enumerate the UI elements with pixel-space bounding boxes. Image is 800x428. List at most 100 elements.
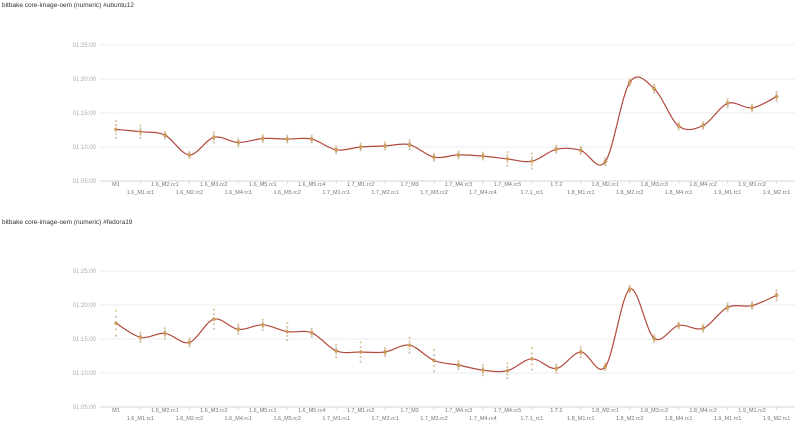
x-axis-tick-label: 1.6_M4.rc1 — [225, 416, 253, 422]
sample-dot — [310, 134, 313, 137]
x-axis-tick-label: 1.9_M1.rc1 — [714, 190, 742, 196]
data-point-marker[interactable] — [260, 136, 266, 141]
x-axis-tick-label: 1.6_M3.rc2 — [200, 182, 228, 188]
sample-dot — [481, 151, 485, 154]
sample-dot — [432, 354, 436, 357]
sample-dot — [726, 106, 729, 109]
data-point-marker[interactable] — [236, 140, 241, 145]
data-point-marker[interactable] — [284, 329, 290, 334]
sample-dot — [481, 158, 485, 161]
data-point-marker[interactable] — [554, 146, 559, 152]
data-point-marker[interactable] — [749, 303, 755, 308]
data-point-marker[interactable] — [309, 330, 314, 336]
data-point-marker[interactable] — [162, 132, 168, 138]
data-point-marker[interactable] — [382, 349, 388, 355]
data-point-marker[interactable] — [774, 94, 779, 99]
x-axis-tick-label: 1.7_M3 — [400, 182, 418, 188]
data-point-marker[interactable] — [431, 154, 437, 160]
sample-dot — [261, 326, 264, 329]
data-point-marker[interactable] — [187, 340, 192, 345]
sample-dot — [359, 142, 362, 145]
data-point-marker[interactable] — [529, 158, 535, 164]
x-axis-tick-label: 1.9_M2.rc1 — [763, 416, 791, 422]
x-axis-tick-label: 1.6_M5.rc2 — [273, 190, 301, 196]
sample-dot — [286, 322, 289, 325]
chart-canvas-ubuntu12[interactable]: 01:25:00 01:20:00 01:15:00 01:10:00 01:05:00… — [0, 30, 800, 210]
y-axis-tick-label: 01:10:00 — [73, 371, 97, 377]
data-point-marker[interactable] — [700, 325, 706, 331]
sample-dot — [604, 157, 607, 160]
data-point-marker[interactable] — [333, 147, 339, 153]
data-point-marker[interactable] — [627, 80, 633, 85]
data-point-marker[interactable] — [725, 101, 730, 106]
sample-dot — [237, 332, 240, 335]
data-point-marker[interactable] — [602, 364, 608, 370]
x-axis-tick-label: 1.8_M2.rc2 — [616, 190, 644, 196]
data-point-marker[interactable] — [260, 322, 266, 328]
y-axis-tick-label: 01:10:00 — [73, 145, 97, 151]
sample-dot — [237, 137, 240, 141]
data-point-marker[interactable] — [505, 156, 510, 162]
data-point-marker[interactable] — [358, 349, 363, 355]
data-point-marker[interactable] — [162, 331, 168, 336]
x-axis-tick-label: 1.6_M5.rc1 — [249, 408, 277, 414]
sample-dot — [359, 360, 362, 363]
sample-dot — [310, 327, 313, 330]
data-point-marker[interactable] — [554, 366, 559, 371]
sample-dot — [432, 348, 436, 351]
x-axis-tick-label: 1.7_M4.rc3 — [445, 182, 473, 188]
x-axis-tick-label: 1.7.1_rc1 — [520, 416, 543, 422]
chart-title-ubuntu12: bitbake core-image-oem (numeric) #ubuntu… — [2, 2, 134, 9]
data-point-marker[interactable] — [456, 152, 461, 158]
sample-dot — [335, 343, 338, 346]
sample-dot — [530, 346, 533, 350]
data-point-marker[interactable] — [333, 348, 339, 354]
sample-dot — [237, 144, 240, 147]
data-point-marker[interactable] — [138, 335, 143, 340]
data-point-marker[interactable] — [676, 323, 681, 328]
data-point-marker[interactable] — [505, 368, 510, 374]
sample-dot — [677, 121, 680, 124]
data-point-marker[interactable] — [113, 127, 119, 132]
sample-dot — [775, 291, 778, 294]
data-point-marker[interactable] — [284, 136, 290, 142]
data-point-marker[interactable] — [480, 367, 486, 373]
data-point-marker[interactable] — [382, 143, 388, 149]
data-point-marker[interactable] — [774, 293, 779, 298]
data-point-marker[interactable] — [113, 320, 119, 326]
data-point-marker[interactable] — [480, 153, 486, 159]
data-point-marker[interactable] — [456, 362, 461, 368]
data-point-marker[interactable] — [627, 286, 633, 292]
sample-dot — [506, 365, 509, 369]
x-axis-tick-label: 1.8_M3.rc3 — [640, 182, 668, 188]
data-point-marker[interactable] — [676, 123, 681, 129]
data-point-marker[interactable] — [407, 142, 412, 148]
sample-dot — [335, 356, 338, 359]
data-point-marker[interactable] — [578, 148, 584, 153]
sample-dot — [481, 366, 485, 369]
sample-dot — [335, 152, 338, 155]
sample-dot — [114, 309, 118, 312]
data-point-marker[interactable] — [358, 144, 363, 150]
data-point-marker[interactable] — [529, 356, 535, 362]
sample-dot — [359, 346, 362, 349]
chart-canvas-fedora19[interactable]: 01:25:00 01:20:00 01:15:00 01:10:00 01:05:00… — [0, 256, 800, 428]
data-point-marker[interactable] — [211, 135, 217, 140]
data-point-marker[interactable] — [407, 342, 412, 348]
data-point-marker[interactable] — [651, 336, 657, 341]
data-point-marker[interactable] — [211, 316, 217, 322]
sample-dot — [286, 141, 289, 144]
data-point-marker[interactable] — [651, 86, 657, 91]
data-point-marker[interactable] — [236, 327, 241, 332]
data-point-marker[interactable] — [431, 358, 437, 363]
data-point-marker[interactable] — [187, 152, 192, 158]
sample-dot — [114, 119, 118, 123]
data-point-marker[interactable] — [602, 159, 608, 165]
data-point-marker[interactable] — [725, 304, 730, 310]
data-point-marker[interactable] — [700, 123, 706, 128]
data-point-marker[interactable] — [309, 136, 314, 142]
data-point-marker[interactable] — [578, 349, 584, 355]
data-point-marker[interactable] — [138, 129, 143, 134]
sample-dot — [457, 360, 460, 363]
data-point-marker[interactable] — [749, 105, 755, 111]
